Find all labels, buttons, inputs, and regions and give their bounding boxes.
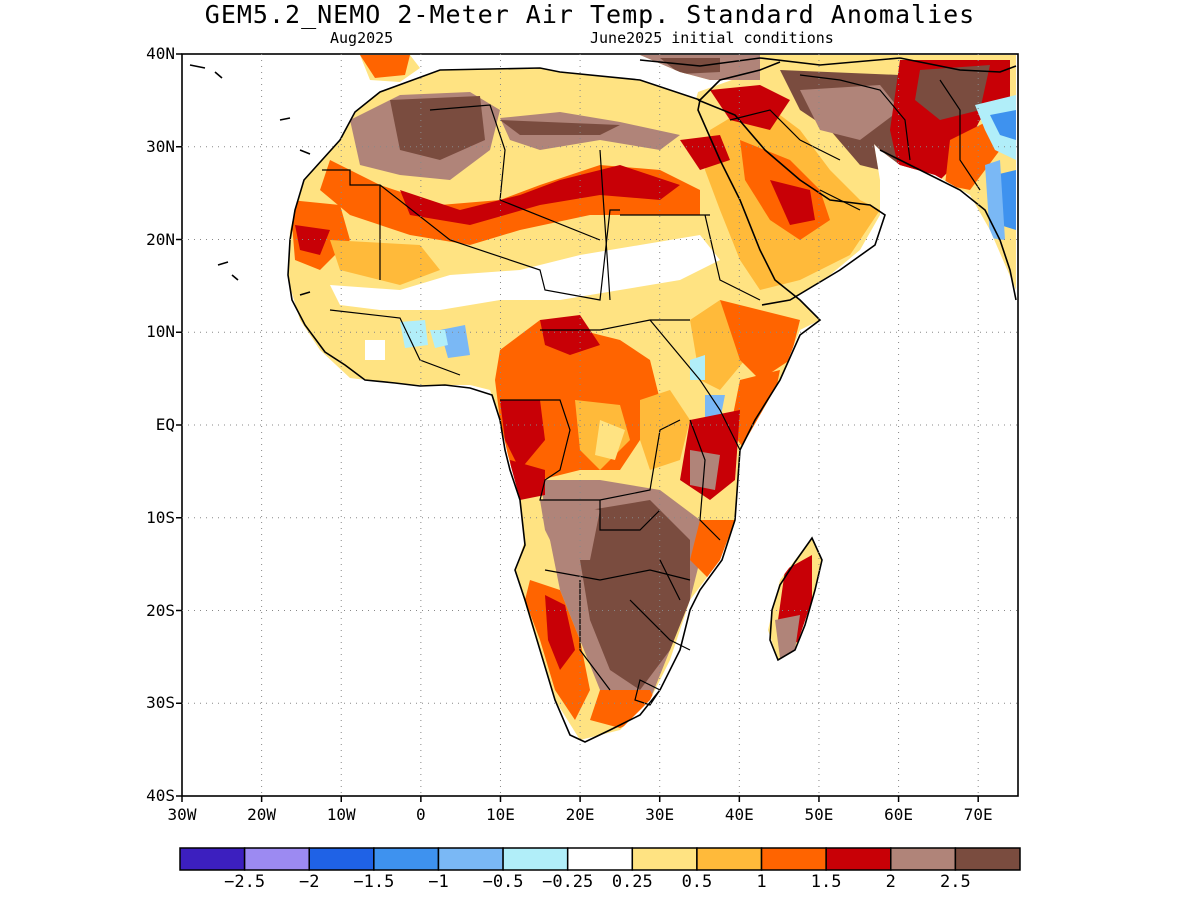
map-title: GEM5.2_NEMO 2-Meter Air Temp. Standard A… xyxy=(204,0,976,29)
colorbar-swatch xyxy=(890,847,957,871)
lat-label: EQ xyxy=(155,415,175,434)
lon-label: 20W xyxy=(247,805,277,824)
coastlines xyxy=(189,57,1017,743)
lat-label: 40S xyxy=(146,786,175,805)
lon-label: 0 xyxy=(416,805,426,824)
initial-conditions: June2025 initial conditions xyxy=(590,29,834,47)
colorbar-swatch xyxy=(437,847,504,871)
graticule xyxy=(182,54,1018,796)
colorbar-label: 2.5 xyxy=(940,872,971,892)
colorbar-swatch xyxy=(308,847,375,871)
colorbar-swatch xyxy=(954,847,1021,871)
colorbar-swatch xyxy=(243,847,310,871)
colorbar-label: −1 xyxy=(428,872,449,892)
forecast-month: Aug2025 xyxy=(330,29,394,47)
colorbar-swatch xyxy=(825,847,892,871)
lon-label: 30W xyxy=(167,805,197,824)
lon-label: 60E xyxy=(884,805,914,824)
colorbar-label: −0.25 xyxy=(542,872,594,892)
lon-label: 40E xyxy=(724,805,754,824)
colorbar-label: 1.5 xyxy=(810,872,842,892)
colorbar-swatch xyxy=(631,847,698,871)
colorbar xyxy=(179,847,1021,871)
colorbar-swatch xyxy=(566,847,634,871)
colorbar-label: −2 xyxy=(298,872,320,892)
lon-label: 10W xyxy=(326,805,356,824)
colorbar-swatch xyxy=(696,847,763,871)
lat-label: 10N xyxy=(146,322,175,342)
colorbar-label: −0.5 xyxy=(482,872,524,892)
lat-label: 20N xyxy=(146,229,175,249)
anomaly-field xyxy=(288,55,1016,740)
colorbar-label: 2 xyxy=(885,872,896,892)
lon-label: 70E xyxy=(963,805,993,824)
lon-label: 30E xyxy=(645,805,675,824)
lon-label: 50E xyxy=(804,805,834,824)
colorbar-swatch xyxy=(373,847,440,871)
colorbar-label: 0.25 xyxy=(611,872,653,892)
colorbar-label: −2.5 xyxy=(224,872,266,892)
lat-label: 40N xyxy=(146,44,175,63)
lat-label: 20S xyxy=(146,600,175,620)
colorbar-label: −1.5 xyxy=(353,872,395,892)
lat-label: 30N xyxy=(146,136,175,156)
colorbar-swatch xyxy=(760,847,827,871)
lon-label: 10E xyxy=(486,805,515,824)
colorbar-swatch xyxy=(179,847,246,871)
colorbar-swatch xyxy=(502,847,569,871)
country-borders xyxy=(322,74,981,706)
lat-label: 10S xyxy=(146,507,175,527)
colorbar-label: 1 xyxy=(756,872,767,892)
colorbar-label: 0.5 xyxy=(681,872,713,892)
lat-label: 30S xyxy=(146,693,175,713)
lon-label: 20E xyxy=(565,805,595,824)
axis-ticks xyxy=(176,53,979,802)
